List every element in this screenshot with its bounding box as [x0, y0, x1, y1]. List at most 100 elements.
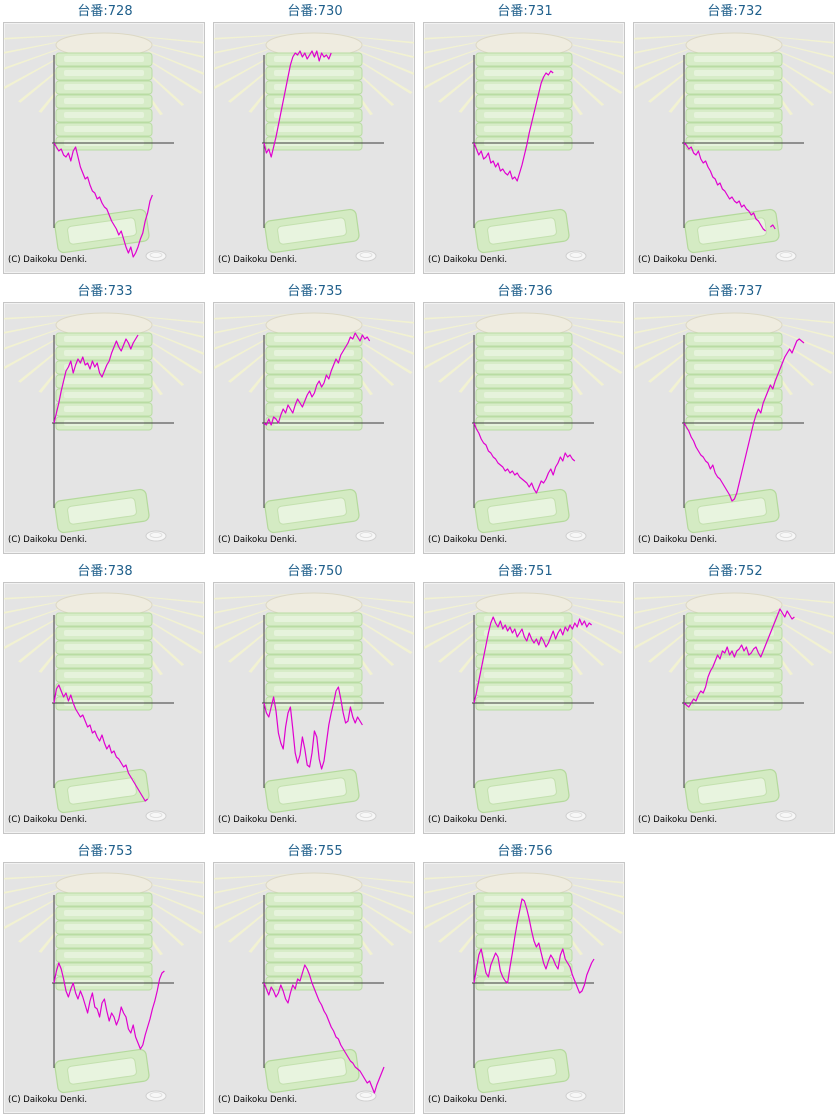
chart-cell: 台番:731 (C) Daikoku Denki. [420, 0, 630, 280]
bottom-tray [54, 1048, 150, 1094]
bottom-tray [54, 208, 150, 254]
chart-cell: 台番:738 (C) Daikoku Denki. [0, 560, 210, 840]
slump-graph [634, 592, 834, 822]
bottom-tray [264, 208, 360, 254]
machine-number-title[interactable]: 台番:737 [707, 284, 763, 299]
machine-number-title[interactable]: 台番:736 [497, 284, 553, 299]
copyright-label: (C) Daikoku Denki. [218, 1095, 298, 1105]
machine-number-title[interactable]: 台番:728 [77, 4, 133, 19]
machine-number-title[interactable]: 台番:735 [287, 284, 343, 299]
stacked-trays [265, 312, 363, 431]
series-line [473, 70, 554, 182]
panel-background-art [214, 592, 414, 822]
panel-background-art [634, 32, 834, 262]
machine-number-title[interactable]: 台番:730 [287, 4, 343, 19]
stacked-trays [265, 32, 363, 151]
series-line [473, 616, 592, 704]
copyright-label: (C) Daikoku Denki. [428, 535, 508, 545]
bottom-tray [264, 488, 360, 534]
series-line [473, 422, 576, 494]
stacked-trays [55, 32, 153, 151]
stacked-trays [475, 872, 573, 991]
chart-cell: 台番:736 (C) Daikoku Denki. [420, 280, 630, 560]
slump-graph [424, 592, 624, 822]
chart-panel: (C) Daikoku Denki. [633, 582, 835, 834]
series-line [473, 898, 595, 994]
coin-icon [145, 250, 167, 262]
coin-icon [775, 530, 797, 542]
chart-panel: (C) Daikoku Denki. [423, 862, 625, 1114]
slump-graph [424, 32, 624, 262]
machine-number-title[interactable]: 台番:733 [77, 284, 133, 299]
machine-number-title[interactable]: 台番:753 [77, 844, 133, 859]
slump-graph [4, 312, 204, 542]
copyright-label: (C) Daikoku Denki. [218, 815, 298, 825]
machine-number-title[interactable]: 台番:738 [77, 564, 133, 579]
machine-number-title[interactable]: 台番:750 [287, 564, 343, 579]
slump-graph [214, 32, 414, 262]
bottom-tray [54, 488, 150, 534]
slump-graph [214, 592, 414, 822]
series-line [263, 686, 363, 770]
bottom-tray [54, 768, 150, 814]
bottom-tray [684, 768, 780, 814]
series-line [53, 684, 148, 802]
panel-background-art [214, 312, 414, 542]
chart-cell: 台番:730 (C) Daikoku Denki. [210, 0, 420, 280]
series-line [263, 332, 371, 426]
bottom-tray [474, 488, 570, 534]
panel-background-art [4, 872, 204, 1102]
machine-number-title[interactable]: 台番:732 [707, 4, 763, 19]
panel-background-art [634, 312, 834, 542]
bottom-tray [684, 208, 780, 254]
machine-number-title[interactable]: 台番:751 [497, 564, 553, 579]
coin-icon [565, 810, 587, 822]
copyright-label: (C) Daikoku Denki. [218, 255, 298, 265]
chart-panel: (C) Daikoku Denki. [633, 302, 835, 554]
bottom-tray [474, 1048, 570, 1094]
stacked-trays [265, 872, 363, 991]
panel-background-art [424, 32, 624, 262]
chart-cell: 台番:753 (C) Daikoku Denki. [0, 840, 210, 1120]
chart-panel: (C) Daikoku Denki. [633, 22, 835, 274]
chart-cell: 台番:756 (C) Daikoku Denki. [420, 840, 630, 1120]
panel-background-art [4, 592, 204, 822]
chart-panel: (C) Daikoku Denki. [3, 302, 205, 554]
copyright-label: (C) Daikoku Denki. [638, 255, 718, 265]
series-line [770, 224, 776, 230]
bottom-tray [264, 1048, 360, 1094]
coin-icon [355, 810, 377, 822]
stacked-trays [475, 592, 573, 711]
chart-cell: 台番:733 (C) Daikoku Denki. [0, 280, 210, 560]
stacked-trays [55, 872, 153, 991]
copyright-label: (C) Daikoku Denki. [428, 815, 508, 825]
panel-background-art [4, 32, 204, 262]
copyright-label: (C) Daikoku Denki. [638, 535, 718, 545]
slump-graph [214, 872, 414, 1102]
copyright-label: (C) Daikoku Denki. [218, 535, 298, 545]
chart-panel: (C) Daikoku Denki. [213, 862, 415, 1114]
slump-graph [4, 872, 204, 1102]
series-line [263, 50, 332, 158]
chart-cell: 台番:732 (C) Daikoku Denki. [630, 0, 840, 280]
machine-number-title[interactable]: 台番:731 [497, 4, 553, 19]
chart-cell: 台番:737 (C) Daikoku Denki. [630, 280, 840, 560]
panel-background-art [214, 32, 414, 262]
chart-cell: 台番:750 (C) Daikoku Denki. [210, 560, 420, 840]
slump-graph [214, 312, 414, 542]
stacked-trays [265, 592, 363, 711]
bottom-tray [474, 208, 570, 254]
chart-panel: (C) Daikoku Denki. [213, 22, 415, 274]
copyright-label: (C) Daikoku Denki. [8, 535, 88, 545]
series-line [683, 608, 795, 708]
chart-panel: (C) Daikoku Denki. [423, 582, 625, 834]
series-line [263, 964, 385, 1094]
machine-number-title[interactable]: 台番:752 [707, 564, 763, 579]
chart-panel: (C) Daikoku Denki. [213, 582, 415, 834]
stacked-trays [475, 312, 573, 431]
chart-cell: 台番:751 (C) Daikoku Denki. [420, 560, 630, 840]
series-line [53, 142, 153, 258]
machine-number-title[interactable]: 台番:756 [497, 844, 553, 859]
machine-number-title[interactable]: 台番:755 [287, 844, 343, 859]
